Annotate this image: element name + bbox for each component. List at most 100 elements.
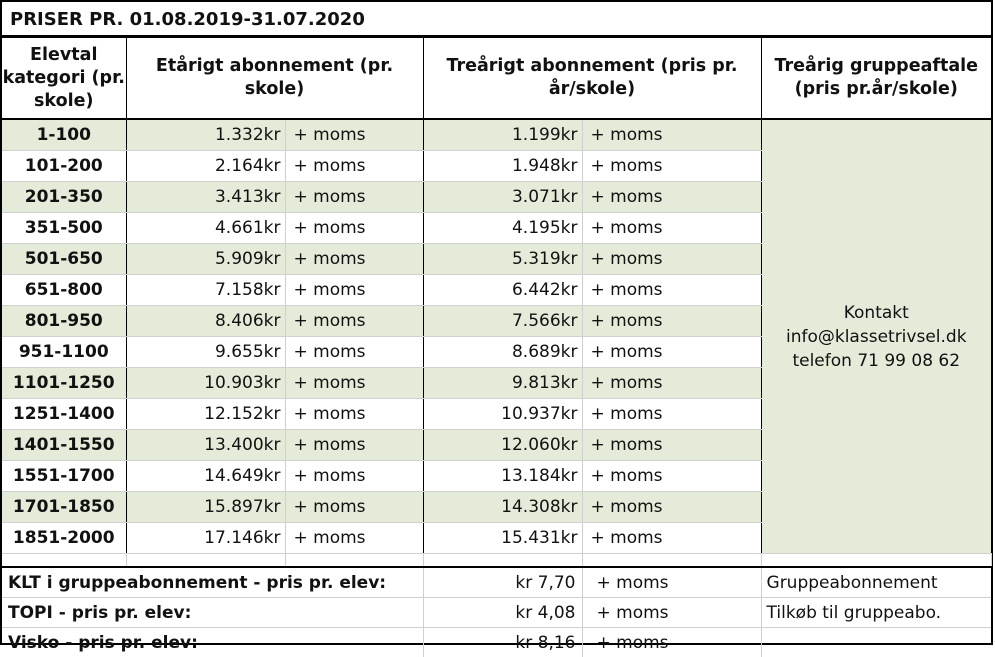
three-year-price-cell: 1.948kr <box>423 151 582 182</box>
per-student-note: Tilkøb til gruppeabo. <box>761 598 991 628</box>
three-year-price-cell: 8.689kr <box>423 337 582 368</box>
student-category-cell: 1251-1400 <box>2 399 126 430</box>
three-year-price-cell: 6.442kr <box>423 275 582 306</box>
price-table: Elevtal kategori (pr. skole) Etårigt abo… <box>2 38 992 657</box>
per-student-moms: + moms <box>582 628 761 657</box>
one-year-price-cell: 17.146kr <box>126 523 285 554</box>
per-student-price: kr 8,16 <box>423 628 582 657</box>
three-year-moms-cell: + moms <box>582 461 761 492</box>
one-year-moms-cell: + moms <box>285 275 423 306</box>
three-year-price-cell: 12.060kr <box>423 430 582 461</box>
price-sheet: PRISER PR. 01.08.2019-31.07.2020 Elevtal… <box>0 0 993 645</box>
footer-body: KLT i gruppeabonnement - pris pr. elev:k… <box>2 554 991 657</box>
sheet-title: PRISER PR. 01.08.2019-31.07.2020 <box>2 2 991 38</box>
one-year-moms-cell: + moms <box>285 182 423 213</box>
three-year-moms-cell: + moms <box>582 244 761 275</box>
student-category-cell: 1551-1700 <box>2 461 126 492</box>
one-year-moms-cell: + moms <box>285 213 423 244</box>
three-year-price-cell: 10.937kr <box>423 399 582 430</box>
per-student-row: KLT i gruppeabonnement - pris pr. elev:k… <box>2 567 991 598</box>
divider-cell <box>761 554 991 568</box>
three-year-moms-cell: + moms <box>582 151 761 182</box>
student-category-cell: 351-500 <box>2 213 126 244</box>
per-student-moms: + moms <box>582 598 761 628</box>
one-year-moms-cell: + moms <box>285 306 423 337</box>
divider-cell <box>285 554 423 568</box>
one-year-moms-cell: + moms <box>285 368 423 399</box>
divider-cell <box>423 554 582 568</box>
contact-heading: Kontakt <box>762 301 992 325</box>
student-category-cell: 951-1100 <box>2 337 126 368</box>
three-year-price-cell: 15.431kr <box>423 523 582 554</box>
one-year-moms-cell: + moms <box>285 523 423 554</box>
student-category-cell: 201-350 <box>2 182 126 213</box>
header-three-year: Treårigt abonnement (pris pr. år/skole) <box>423 38 761 119</box>
student-category-cell: 101-200 <box>2 151 126 182</box>
one-year-price-cell: 12.152kr <box>126 399 285 430</box>
three-year-price-cell: 13.184kr <box>423 461 582 492</box>
three-year-price-cell: 1.199kr <box>423 119 582 151</box>
per-student-moms: + moms <box>582 567 761 598</box>
three-year-moms-cell: + moms <box>582 275 761 306</box>
per-student-label: Visko - pris pr. elev: <box>2 628 423 657</box>
one-year-price-cell: 13.400kr <box>126 430 285 461</box>
three-year-moms-cell: + moms <box>582 337 761 368</box>
per-student-label: TOPI - pris pr. elev: <box>2 598 423 628</box>
three-year-moms-cell: + moms <box>582 492 761 523</box>
student-category-cell: 1401-1550 <box>2 430 126 461</box>
one-year-price-cell: 8.406kr <box>126 306 285 337</box>
one-year-price-cell: 1.332kr <box>126 119 285 151</box>
one-year-moms-cell: + moms <box>285 244 423 275</box>
student-category-cell: 1-100 <box>2 119 126 151</box>
per-student-note <box>761 628 991 657</box>
contact-phone: telefon 71 99 08 62 <box>762 349 992 373</box>
student-category-cell: 651-800 <box>2 275 126 306</box>
student-category-cell: 801-950 <box>2 306 126 337</box>
three-year-price-cell: 3.071kr <box>423 182 582 213</box>
one-year-moms-cell: + moms <box>285 430 423 461</box>
three-year-moms-cell: + moms <box>582 306 761 337</box>
one-year-price-cell: 4.661kr <box>126 213 285 244</box>
one-year-price-cell: 3.413kr <box>126 182 285 213</box>
student-category-cell: 1101-1250 <box>2 368 126 399</box>
contact-email[interactable]: info@klassetrivsel.dk <box>762 325 992 349</box>
three-year-moms-cell: + moms <box>582 368 761 399</box>
header-one-year: Etårigt abonnement (pr. skole) <box>126 38 423 119</box>
three-year-price-cell: 7.566kr <box>423 306 582 337</box>
header-group-agreement: Treårig gruppeaftale (pris pr.år/skole) <box>761 38 991 119</box>
three-year-price-cell: 9.813kr <box>423 368 582 399</box>
three-year-moms-cell: + moms <box>582 119 761 151</box>
student-category-cell: 1851-2000 <box>2 523 126 554</box>
three-year-moms-cell: + moms <box>582 213 761 244</box>
one-year-price-cell: 9.655kr <box>126 337 285 368</box>
three-year-price-cell: 5.319kr <box>423 244 582 275</box>
header-row: Elevtal kategori (pr. skole) Etårigt abo… <box>2 38 991 119</box>
three-year-moms-cell: + moms <box>582 523 761 554</box>
one-year-price-cell: 2.164kr <box>126 151 285 182</box>
one-year-moms-cell: + moms <box>285 461 423 492</box>
per-student-note: Gruppeabonnement <box>761 567 991 598</box>
one-year-moms-cell: + moms <box>285 492 423 523</box>
three-year-moms-cell: + moms <box>582 430 761 461</box>
one-year-price-cell: 5.909kr <box>126 244 285 275</box>
divider-cell <box>2 554 126 568</box>
student-category-cell: 501-650 <box>2 244 126 275</box>
one-year-moms-cell: + moms <box>285 151 423 182</box>
three-year-price-cell: 14.308kr <box>423 492 582 523</box>
one-year-price-cell: 10.903kr <box>126 368 285 399</box>
student-category-cell: 1701-1850 <box>2 492 126 523</box>
per-student-price: kr 7,70 <box>423 567 582 598</box>
divider-cell <box>126 554 285 568</box>
per-student-row: Visko - pris pr. elev:kr 8,16+ moms <box>2 628 991 657</box>
three-year-moms-cell: + moms <box>582 182 761 213</box>
one-year-price-cell: 14.649kr <box>126 461 285 492</box>
one-year-moms-cell: + moms <box>285 399 423 430</box>
one-year-moms-cell: + moms <box>285 337 423 368</box>
one-year-price-cell: 15.897kr <box>126 492 285 523</box>
three-year-moms-cell: + moms <box>582 399 761 430</box>
one-year-price-cell: 7.158kr <box>126 275 285 306</box>
